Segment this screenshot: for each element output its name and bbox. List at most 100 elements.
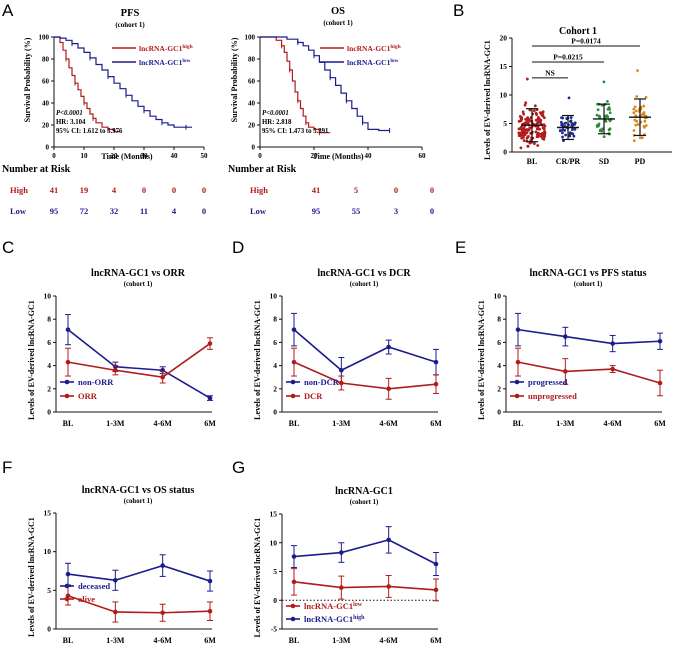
y-tick-label: 10	[270, 292, 278, 301]
data-point	[610, 341, 615, 346]
risk-cell-high: 0	[142, 185, 146, 195]
y-tick-label: 6	[273, 338, 277, 347]
data-point-PD	[642, 104, 646, 108]
y-tick-label: 2	[47, 384, 51, 393]
data-point-PD	[632, 129, 636, 132]
y-tick-label: 20	[500, 34, 508, 43]
data-point	[113, 367, 118, 373]
data-point-SD	[606, 99, 609, 103]
km-curve-red	[54, 36, 120, 133]
series-line-red	[517, 361, 661, 384]
os-stat-ci: 95% CI: 1.473 to 5.391	[262, 128, 329, 135]
y-tick-label: 60	[42, 78, 50, 86]
legend-label: lncRNA-GC1high	[304, 614, 365, 624]
y-tick-label: 15	[500, 62, 508, 71]
significance-label: P=0.0215	[553, 52, 583, 61]
y-tick-label: 10	[500, 91, 508, 100]
data-point-PD	[633, 105, 637, 109]
data-point-CR/PR	[571, 128, 574, 132]
y-tick-label: 10	[270, 538, 278, 547]
legend-marker	[290, 379, 296, 385]
risk-cell-high: 4	[112, 185, 117, 195]
data-point	[65, 359, 71, 365]
data-point-BL	[543, 124, 547, 128]
os-title: OS	[331, 6, 345, 17]
x-tick-label: 50	[201, 152, 209, 160]
data-point-CR/PR	[573, 127, 577, 131]
series-line-red	[293, 581, 437, 591]
data-point	[386, 584, 391, 589]
y-tick-label: 5	[273, 567, 277, 576]
x-tick-label: 6M	[654, 419, 666, 428]
data-point-PD	[632, 107, 636, 111]
data-point-CR/PR	[568, 134, 572, 138]
data-point-PD	[638, 136, 642, 140]
y-tick-label: 20	[42, 122, 50, 130]
x-category-label: SD	[599, 157, 609, 166]
x-category-label: BL	[527, 157, 538, 166]
data-point-BL	[525, 77, 529, 81]
data-point-BL	[541, 131, 544, 135]
data-point-BL	[522, 135, 525, 139]
km-plot-pfs: PFS (cohort 1) Survival Probability (%) …	[23, 8, 208, 161]
data-point	[207, 608, 213, 614]
significance-label: NS	[545, 68, 555, 77]
data-point-PD	[642, 125, 646, 128]
data-point	[657, 380, 663, 386]
risk-cell-high: 5	[354, 185, 358, 195]
data-point	[563, 369, 568, 374]
risk-cell-low: 32	[110, 206, 119, 216]
legend-marker	[64, 583, 70, 589]
data-point-PD	[642, 111, 646, 114]
legend-marker	[290, 603, 296, 609]
data-point	[433, 381, 439, 387]
data-point	[433, 561, 439, 567]
y-tick-label: 15	[270, 510, 278, 519]
pfs-risk-title: Number at Risk	[2, 164, 71, 175]
data-point-BL	[519, 134, 523, 138]
y-tick-label: 40	[248, 100, 256, 108]
data-point-BL	[535, 127, 539, 131]
y-tick-label: -5	[271, 625, 277, 634]
y-tick-label: 60	[248, 78, 256, 86]
data-point-PD	[636, 69, 639, 72]
x-tick-label: 4-6M	[154, 636, 173, 645]
line-chart-g: lncRNA-GC1 (cohort 1) Levels of EV-derived…	[253, 486, 442, 645]
data-point	[160, 374, 165, 380]
risk-cell-low: 0	[430, 206, 434, 216]
data-point	[113, 577, 118, 583]
os-risk-low-label: Low	[250, 206, 267, 216]
x-tick-label: 40	[365, 152, 373, 160]
data-point-BL	[533, 104, 537, 108]
y-axis-label: Levels of EV-derived lncRNA-GC1	[253, 518, 262, 638]
data-point	[160, 610, 165, 616]
chart-title: lncRNA-GC1 vs PFS status	[530, 268, 647, 279]
pfs-title: PFS	[121, 8, 140, 19]
legend-label: lncRNA-GC1low	[304, 601, 363, 611]
data-point-BL	[522, 139, 526, 142]
b-title: Cohort 1	[559, 26, 597, 37]
x-tick-label: 6M	[430, 636, 442, 645]
data-point-BL	[526, 116, 530, 120]
x-category-label: PD	[635, 157, 646, 166]
y-tick-label: 80	[248, 56, 256, 64]
data-point-SD	[602, 135, 606, 139]
data-point-BL	[523, 133, 527, 137]
data-point-BL	[537, 120, 541, 124]
x-tick-label: 60	[419, 152, 427, 160]
data-point-BL	[536, 144, 540, 147]
data-point	[113, 609, 118, 615]
series-line-red	[67, 594, 211, 614]
y-tick-label: 6	[47, 338, 51, 347]
risk-cell-low: 4	[172, 206, 177, 216]
data-point	[291, 359, 297, 365]
risk-cell-high: 19	[80, 185, 89, 195]
data-point	[65, 327, 71, 332]
data-point-CR/PR	[563, 121, 567, 125]
line-chart-f: lncRNA-GC1 vs OS status (cohort 1) Levels …	[27, 485, 216, 645]
data-point-CR/PR	[567, 96, 571, 100]
line-chart-d: lncRNA-GC1 vs DCR (cohort 1) Levels of EV-…	[253, 268, 442, 428]
x-tick-label: 6M	[204, 636, 216, 645]
data-point-SD	[596, 102, 599, 106]
